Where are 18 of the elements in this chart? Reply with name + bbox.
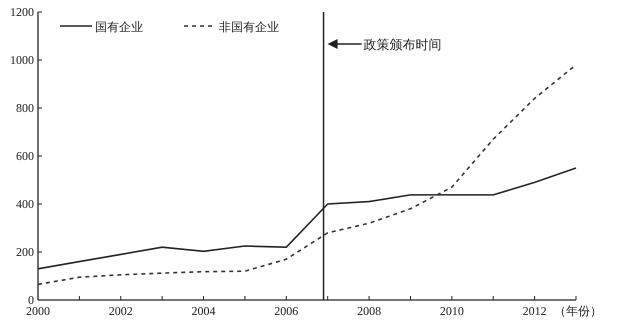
x-tick-label: 2010 — [440, 304, 464, 318]
y-tick-label: 1000 — [10, 53, 34, 67]
y-tick-label: 600 — [16, 149, 34, 163]
y-tick-label: 200 — [16, 245, 34, 259]
ref-line-label: 政策颁布时间 — [364, 37, 442, 52]
x-tick-label: 2008 — [357, 304, 382, 318]
x-tick-label: 2012 — [522, 304, 547, 318]
y-tick-label: 0 — [28, 293, 34, 307]
legend-label: 非国有企业 — [219, 20, 279, 34]
x-tick-label: 2004 — [192, 304, 216, 318]
x-tick-label: 2006 — [274, 304, 298, 318]
x-tick-label: 2000 — [26, 304, 50, 318]
y-tick-label: 1200 — [10, 5, 34, 19]
y-tick-label: 800 — [16, 101, 34, 115]
y-tick-label: 400 — [16, 197, 34, 211]
x-axis-title: （年份） — [554, 304, 602, 318]
legend-label: 国有企业 — [95, 20, 143, 34]
x-tick-label: 2002 — [108, 304, 133, 318]
